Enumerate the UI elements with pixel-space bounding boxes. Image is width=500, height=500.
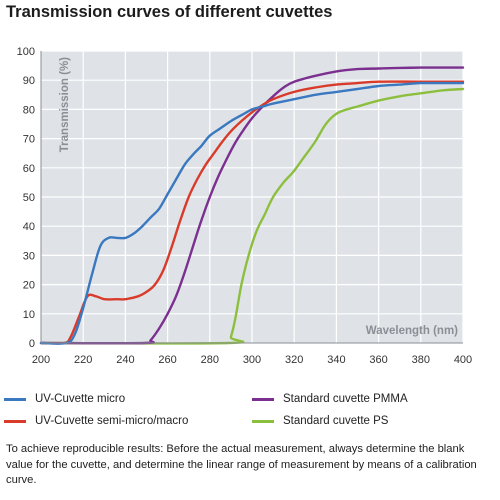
legend-label-ps: Standard cuvette PS — [283, 415, 389, 427]
x-tick-label-400: 400 — [454, 354, 472, 366]
y-tick-label-50: 50 — [23, 192, 35, 204]
legend-label-uv-semi-micro: UV-Cuvette semi-micro/macro — [35, 415, 189, 427]
x-tick-label-280: 280 — [201, 354, 219, 366]
chart-title: Transmission curves of different cuvette… — [6, 3, 333, 21]
x-axis-title: Wavelength (nm) — [366, 325, 458, 337]
legend-swatch-uv-semi-micro — [4, 419, 26, 423]
legend: UV-Cuvette micro Standard cuvette PMMA U… — [4, 391, 496, 431]
x-tick-label-340: 340 — [327, 354, 345, 366]
grid — [41, 50, 464, 343]
x-tick-label-220: 220 — [74, 354, 92, 366]
x-tick-label-360: 360 — [369, 354, 387, 366]
legend-swatch-pmma — [252, 397, 274, 401]
y-tick-label-40: 40 — [23, 221, 35, 233]
tick-labels: 200 220 240 260 280 300 320 340 360 380 400 0 10 20 30… — [17, 46, 473, 366]
y-tick-label-60: 60 — [23, 163, 35, 175]
y-tick-label-20: 20 — [23, 280, 35, 292]
legend-item-ps: Standard cuvette PS — [252, 413, 388, 429]
legend-swatch-ps — [252, 419, 274, 423]
series-line-uv-semi-micro — [39, 80, 465, 345]
series-line-uv-micro — [39, 81, 465, 345]
y-tick-label-30: 30 — [23, 250, 35, 262]
legend-item-pmma: Standard cuvette PMMA — [252, 391, 408, 407]
y-tick-label-70: 70 — [23, 134, 35, 146]
y-tick-label-80: 80 — [23, 104, 35, 116]
series-line-pmma — [39, 66, 465, 345]
x-tick-label-200: 200 — [32, 354, 50, 366]
x-tick-label-380: 380 — [412, 354, 430, 366]
legend-swatch-uv-micro — [4, 397, 26, 401]
series-layer — [39, 66, 465, 345]
legend-item-uv-micro: UV-Cuvette micro — [4, 391, 125, 407]
y-tick-label-90: 90 — [23, 75, 35, 87]
y-tick-label-10: 10 — [23, 309, 35, 321]
x-tick-label-240: 240 — [116, 354, 134, 366]
x-tick-label-260: 260 — [158, 354, 176, 366]
legend-item-uv-semi-micro: UV-Cuvette semi-micro/macro — [4, 413, 188, 429]
y-tick-label-0: 0 — [29, 338, 35, 350]
footnote: To achieve reproducible results: Before … — [6, 443, 477, 486]
y-tick-label-100: 100 — [17, 46, 35, 58]
legend-label-pmma: Standard cuvette PMMA — [283, 393, 408, 405]
y-axis-title: Transmission (%) — [59, 57, 71, 152]
x-tick-label-300: 300 — [243, 354, 261, 366]
series-line-ps — [39, 87, 465, 345]
legend-label-uv-micro: UV-Cuvette micro — [35, 393, 126, 405]
x-tick-label-320: 320 — [285, 354, 303, 366]
